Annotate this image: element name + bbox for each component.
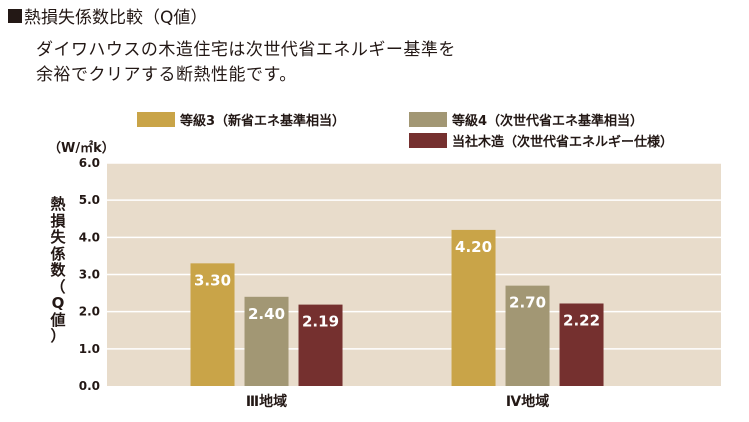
bar-value-label: 4.20 <box>455 238 492 256</box>
bar <box>451 229 496 386</box>
legend-swatch-grade3 <box>137 112 175 127</box>
y-tick-label: 3.0 <box>79 268 100 282</box>
legend-item-grade3: 等級3（新省エネ基準相当） <box>137 110 345 129</box>
legend-label-company: 当社木造（次世代省エネルギー仕様） <box>452 135 674 150</box>
y-tick-label: 6.0 <box>79 156 100 170</box>
bar-value-label: 2.19 <box>302 313 339 331</box>
square-bullet-icon <box>8 8 22 23</box>
legend-label-grade4: 等級4（次世代省エネ基準相当） <box>452 114 644 129</box>
bar-value-label: 3.30 <box>194 271 231 289</box>
subtitle-line-2: 余裕でクリアする断熱性能です。 <box>36 65 297 85</box>
bar <box>505 285 550 386</box>
subtitle-line-1: ダイワハウスの木造住宅は次世代省エネルギー基準を <box>36 40 456 60</box>
y-tick-label: 4.0 <box>79 230 100 244</box>
legend-swatch-grade4 <box>409 112 447 127</box>
chart-title: 熱損失係数比較（Q値） <box>24 8 208 28</box>
chart-subtitle: ダイワハウスの木造住宅は次世代省エネルギー基準を 余裕でクリアする断熱性能です。 <box>36 38 456 88</box>
y-tick-label: 1.0 <box>79 342 100 356</box>
bar-value-label: 2.22 <box>563 311 600 329</box>
bar <box>244 296 289 386</box>
y-tick-label: 5.0 <box>79 193 100 207</box>
bar <box>298 304 343 386</box>
legend-item-company: 当社木造（次世代省エネルギー仕様） <box>409 131 673 150</box>
bar-value-label: 2.40 <box>248 305 285 323</box>
bar <box>190 263 235 386</box>
x-tick-label: Ⅳ地域 <box>506 393 549 410</box>
y-tick-label: 0.0 <box>79 379 100 393</box>
bar-value-label: 2.70 <box>509 294 546 312</box>
x-tick-label: Ⅲ地域 <box>246 393 287 410</box>
y-axis-label: 熱損失係数（Q 値） <box>50 195 66 345</box>
bar <box>559 303 604 386</box>
y-tick-label: 2.0 <box>79 305 100 319</box>
chart-heading: 熱損失係数比較（Q値） <box>8 3 207 28</box>
legend-swatch-company <box>409 133 447 148</box>
legend-label-grade3: 等級3（新省エネ基準相当） <box>180 114 346 129</box>
y-axis-unit: （W/㎡k） <box>48 141 115 156</box>
legend-item-grade4: 等級4（次世代省エネ基準相当） <box>409 110 643 129</box>
